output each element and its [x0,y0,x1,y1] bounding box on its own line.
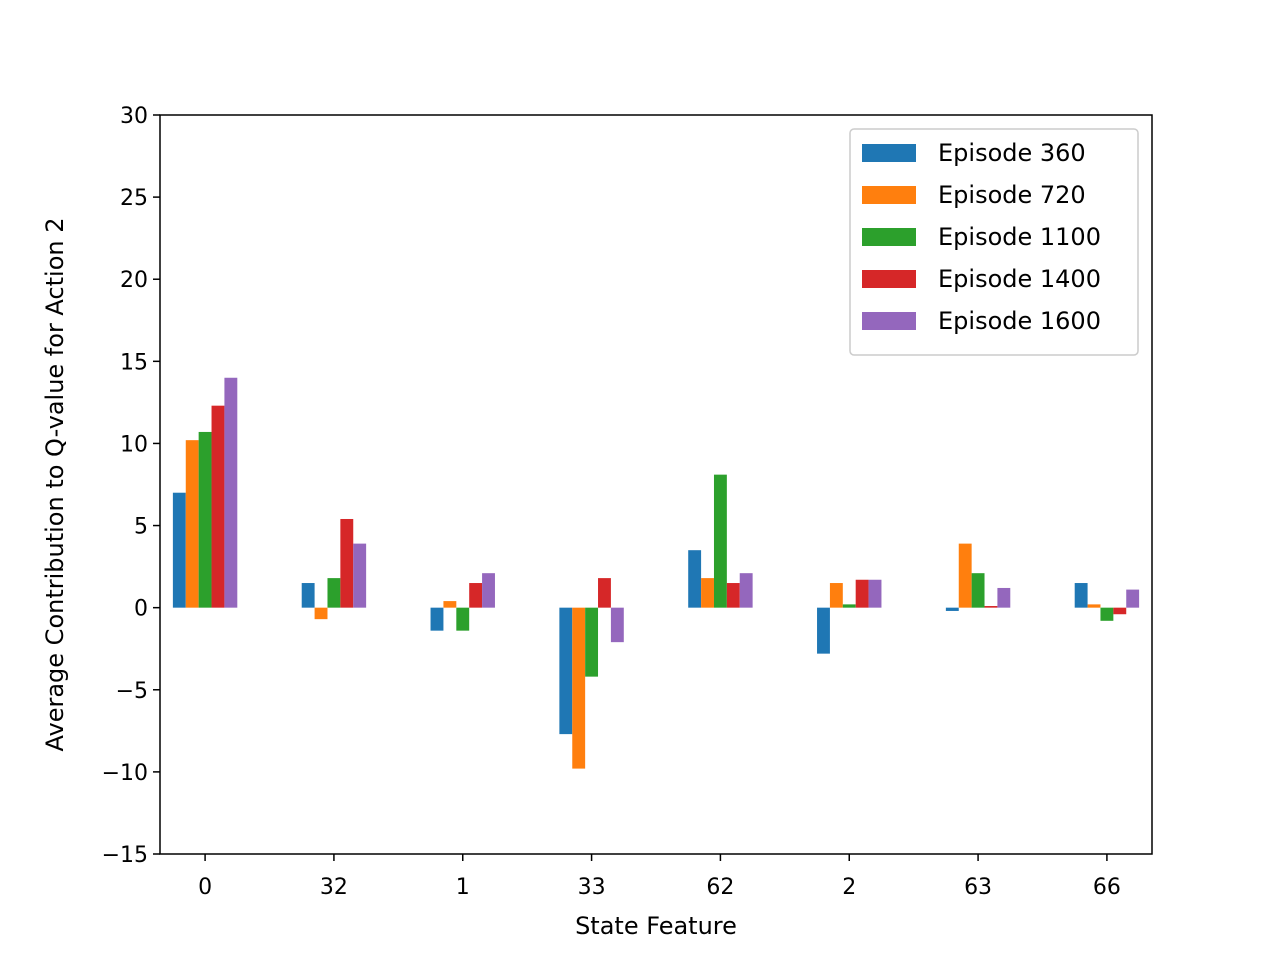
bar-episode-720-32 [314,607,328,620]
bar-episode-720-66 [1087,604,1101,608]
bar-episode-1400-32 [340,518,354,608]
legend-entry: Episode 360 [938,139,1086,167]
bar-episode-360-66 [1074,583,1088,608]
bar-episode-1100-1 [456,607,470,631]
x-tick-label: 66 [1093,875,1121,900]
y-axis: −15 −10 −5 0 5 10 15 20 25 30 [102,104,160,868]
bar-episode-720-33 [572,607,586,769]
plot-frame [159,114,1153,855]
bar-episode-1100-66 [1100,607,1114,621]
bar-episode-1100-32 [327,578,341,608]
x-tick-label: 62 [706,875,734,900]
legend-box [849,128,1139,356]
legend-entry: Episode 720 [938,181,1086,209]
bar-episode-1600-0 [224,377,238,608]
bar-episode-1400-62 [726,583,740,608]
y-tick-label: 0 [134,597,148,622]
y-tick-label: 5 [134,515,148,540]
legend-swatch [862,312,916,330]
bar-episode-360-2 [817,607,830,654]
bar-episode-360-63 [945,607,959,611]
y-tick-label: −10 [102,761,148,786]
bar-episode-1400-33 [598,578,611,608]
bar-episode-1600-32 [353,543,367,608]
x-tick-label: 63 [964,875,992,900]
legend-entry: Episode 1400 [938,265,1101,293]
y-tick-label: 20 [120,268,148,293]
bar-episode-360-33 [559,607,573,735]
legend-swatch [862,270,916,288]
bar-episode-1600-2 [868,579,882,608]
bar-episode-720-63 [958,543,972,608]
bar-episode-1100-2 [842,604,856,608]
bar-episode-1400-63 [984,606,998,608]
legend-swatch [862,186,916,204]
bar-episode-720-1 [443,601,457,608]
bar-episode-720-0 [185,440,199,608]
bar-episode-1100-33 [585,607,599,677]
bar-episode-1600-33 [610,607,624,643]
y-tick-label: 10 [120,432,148,457]
x-tick-label: 33 [578,875,606,900]
y-axis-label: Average Contribution to Q-value for Acti… [41,218,69,752]
bar-episode-1600-66 [1126,589,1140,608]
bar-episode-1600-62 [739,573,753,608]
bar-episode-1400-1 [469,583,483,608]
legend-swatch [862,144,916,162]
y-tick-label: −5 [116,679,148,704]
bars-layer [172,377,1140,769]
y-tick-label: 25 [120,186,148,211]
bar-episode-360-62 [688,550,702,608]
y-tick-label: −15 [102,843,148,868]
legend-swatch [862,228,916,246]
bar-episode-1400-0 [211,405,225,608]
bar-episode-720-2 [829,583,843,608]
bar-episode-1100-62 [713,474,727,608]
y-tick-label: 15 [120,350,148,375]
x-tick-label: 1 [456,875,470,900]
legend: Episode 360 Episode 720 Episode 1100 Episod… [849,128,1139,356]
x-tick-label: 0 [198,875,212,900]
x-axis: 0 32 1 33 62 2 63 66 [198,854,1121,900]
bar-episode-360-32 [301,583,315,608]
bar-episode-1600-63 [997,587,1011,608]
bar-episode-1600-1 [482,573,495,608]
legend-entry: Episode 1100 [938,223,1101,251]
legend-entry: Episode 1600 [938,307,1101,335]
x-axis-label: State Feature [575,912,737,940]
bar-episode-360-1 [430,607,444,631]
bar-episode-1400-2 [855,579,869,608]
bar-episode-1100-0 [198,431,212,608]
bar-episode-1100-63 [971,573,985,608]
bar-episode-720-62 [701,578,714,608]
y-tick-label: 30 [120,104,148,129]
bar-episode-1400-66 [1113,607,1127,615]
bar-episode-360-0 [172,492,186,608]
x-tick-label: 2 [842,875,856,900]
x-tick-label: 32 [320,875,348,900]
